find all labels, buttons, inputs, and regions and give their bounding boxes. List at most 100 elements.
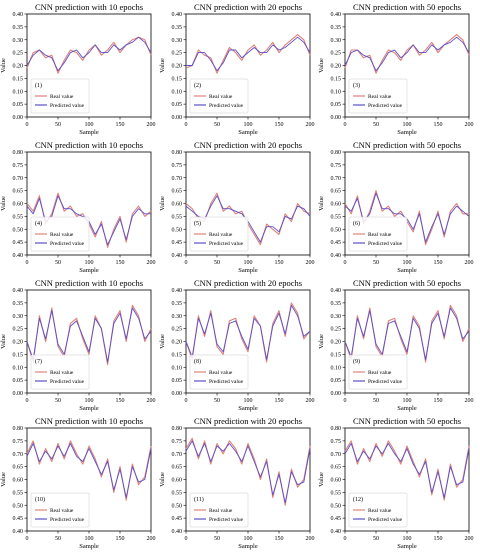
panel-11-tag: (11) (194, 496, 204, 503)
panel-11-ytick-label: 0.80 (172, 426, 183, 432)
panel-6-ytick-label: 0.50 (331, 227, 342, 233)
panel-1-xtick-label: 100 (85, 122, 94, 128)
panel-8-ytick-label: 0.35 (172, 301, 183, 307)
panel-3-ytick-label: 0.25 (331, 51, 342, 57)
panel-12-tag: (12) (353, 496, 363, 503)
panel-5-ytick-label: 0.60 (172, 202, 183, 208)
panel-3-ytick-label: 0.30 (331, 38, 342, 44)
panel-5-xtick-label: 200 (306, 260, 315, 266)
panel-9-ytick-label: 0.20 (331, 340, 342, 346)
panel-10-xtick-label: 200 (147, 536, 156, 542)
panel-6-ytick-label: 0.60 (331, 202, 342, 208)
panel-4-title: CNN prediction with 10 epochs (35, 140, 143, 150)
panel-6-xtick-label: 0 (344, 260, 347, 266)
panel-7-ytick-label: 0.35 (13, 301, 24, 307)
panel-5-xtick-label: 150 (275, 260, 284, 266)
panel-12-xtick-label: 0 (344, 536, 347, 542)
panel-3-ytick-label: 0.15 (331, 76, 342, 82)
panel-12-ytick-label: 0.80 (331, 426, 342, 432)
panel-4-ytick-label: 0.40 (13, 253, 24, 259)
panel-10-ylabel: Value (0, 472, 7, 487)
panel-12-ytick-label: 0.45 (331, 516, 342, 522)
panel-5-title: CNN prediction with 20 epochs (194, 140, 302, 150)
panel-9-ylabel: Value (318, 334, 325, 349)
panel-5-xtick-label: 0 (185, 260, 188, 266)
panel-9-series-predicted-line (344, 307, 470, 360)
panel-10-ytick-label: 0.70 (13, 452, 24, 458)
panel-7-ytick-label: 0.10 (13, 365, 24, 371)
panel-1-ytick-label: 0.20 (13, 64, 24, 70)
panel-8-ytick-label: 0.30 (172, 314, 183, 320)
panel-1-ytick-label: 0.40 (13, 12, 24, 18)
panel-1-series-real-line (26, 36, 152, 74)
panel-5-ytick-label: 0.70 (172, 176, 183, 182)
panel-8-xtick-label: 50 (214, 398, 220, 404)
panel-11-xtick-label: 150 (275, 536, 284, 542)
panel-10-legend-predicted-label: Predicted value (50, 517, 85, 523)
panel-3-series-real-line (344, 34, 470, 74)
panel-1-ytick-label: 0.25 (13, 51, 24, 57)
panel-6-ytick-label: 0.45 (331, 240, 342, 246)
panel-5-tag: (5) (194, 220, 201, 227)
panel-2-xtick-label: 200 (306, 122, 315, 128)
panel-8-ytick-label: 0.25 (172, 327, 183, 333)
panel-1-ytick-label: 0.05 (13, 102, 24, 108)
panel-8-title: CNN prediction with 20 epochs (194, 278, 302, 288)
panel-8-xtick-label: 150 (275, 398, 284, 404)
panel-11-title: CNN prediction with 20 epochs (194, 416, 302, 426)
panel-2-xtick-label: 50 (214, 122, 220, 128)
panel-8-xtick-label: 200 (306, 398, 315, 404)
panel-10-series-predicted-line (26, 443, 152, 498)
panel-4-xtick-label: 100 (85, 260, 94, 266)
panel-1-ylabel: Value (0, 58, 7, 73)
panel-6-ytick-label: 0.75 (331, 163, 342, 169)
panel-1-legend-real-label: Real value (50, 94, 74, 100)
panel-10-xtick-label: 50 (55, 536, 61, 542)
panel-5-xtick-label: 100 (244, 260, 253, 266)
panel-5-xlabel: Sample (238, 267, 258, 274)
panel-2-legend-real-label: Real value (209, 94, 233, 100)
panel-5-xtick-label: 50 (214, 260, 220, 266)
panel-6-tag: (6) (353, 220, 360, 227)
panel-7-xlabel: Sample (79, 405, 99, 412)
panel-11-ytick-label: 0.40 (172, 529, 183, 535)
panel-8-xtick-label: 0 (185, 398, 188, 404)
panel-6-ylabel: Value (318, 196, 325, 211)
panel-6-legend-real-label: Real value (368, 232, 392, 238)
panel-7-ytick-label: 0.20 (13, 340, 24, 346)
panel-7-series-predicted-line (26, 307, 152, 363)
panel-3-xtick-label: 100 (403, 122, 412, 128)
panel-7-ytick-label: 0.25 (13, 327, 24, 333)
panel-9-xtick-label: 150 (434, 398, 443, 404)
panel-10-xlabel: Sample (79, 543, 99, 550)
panel-8-ytick-label: 0.10 (172, 365, 183, 371)
panel-10-series-real-line (26, 440, 152, 501)
panel-2-ytick-label: 0.05 (172, 102, 183, 108)
panel-4-xtick-label: 150 (116, 260, 125, 266)
panel-4-ytick-label: 0.65 (13, 189, 24, 195)
panel-3-tag: (3) (353, 82, 360, 89)
panel-11-xlabel: Sample (238, 543, 258, 550)
panel-2-ytick-label: 0.30 (172, 38, 183, 44)
panel-4-ytick-label: 0.45 (13, 240, 24, 246)
panel-7-xtick-label: 100 (85, 398, 94, 404)
panel-3-ytick-label: 0.35 (331, 25, 342, 31)
panel-2-ytick-label: 0.40 (172, 12, 183, 18)
panel-6-title: CNN prediction with 50 epochs (353, 140, 461, 150)
panel-2-xtick-label: 100 (244, 122, 253, 128)
panel-3-xtick-label: 50 (373, 122, 379, 128)
panel-7-xtick-label: 200 (147, 398, 156, 404)
panel-1-series-predicted-line (26, 36, 152, 72)
panel-4-ytick-label: 0.80 (13, 150, 24, 156)
panel-11-xtick-label: 0 (185, 536, 188, 542)
panel-7-ytick-label: 0.30 (13, 314, 24, 320)
panel-1-title: CNN prediction with 10 epochs (35, 2, 143, 12)
panel-12-xtick-label: 50 (373, 536, 379, 542)
panel-10-ytick-label: 0.60 (13, 478, 24, 484)
panel-2-xtick-label: 150 (275, 122, 284, 128)
panel-2-title: CNN prediction with 20 epochs (194, 2, 302, 12)
panel-10-ytick-label: 0.40 (13, 529, 24, 535)
panel-8-xlabel: Sample (238, 405, 258, 412)
panel-3-ytick-label: 0.05 (331, 102, 342, 108)
